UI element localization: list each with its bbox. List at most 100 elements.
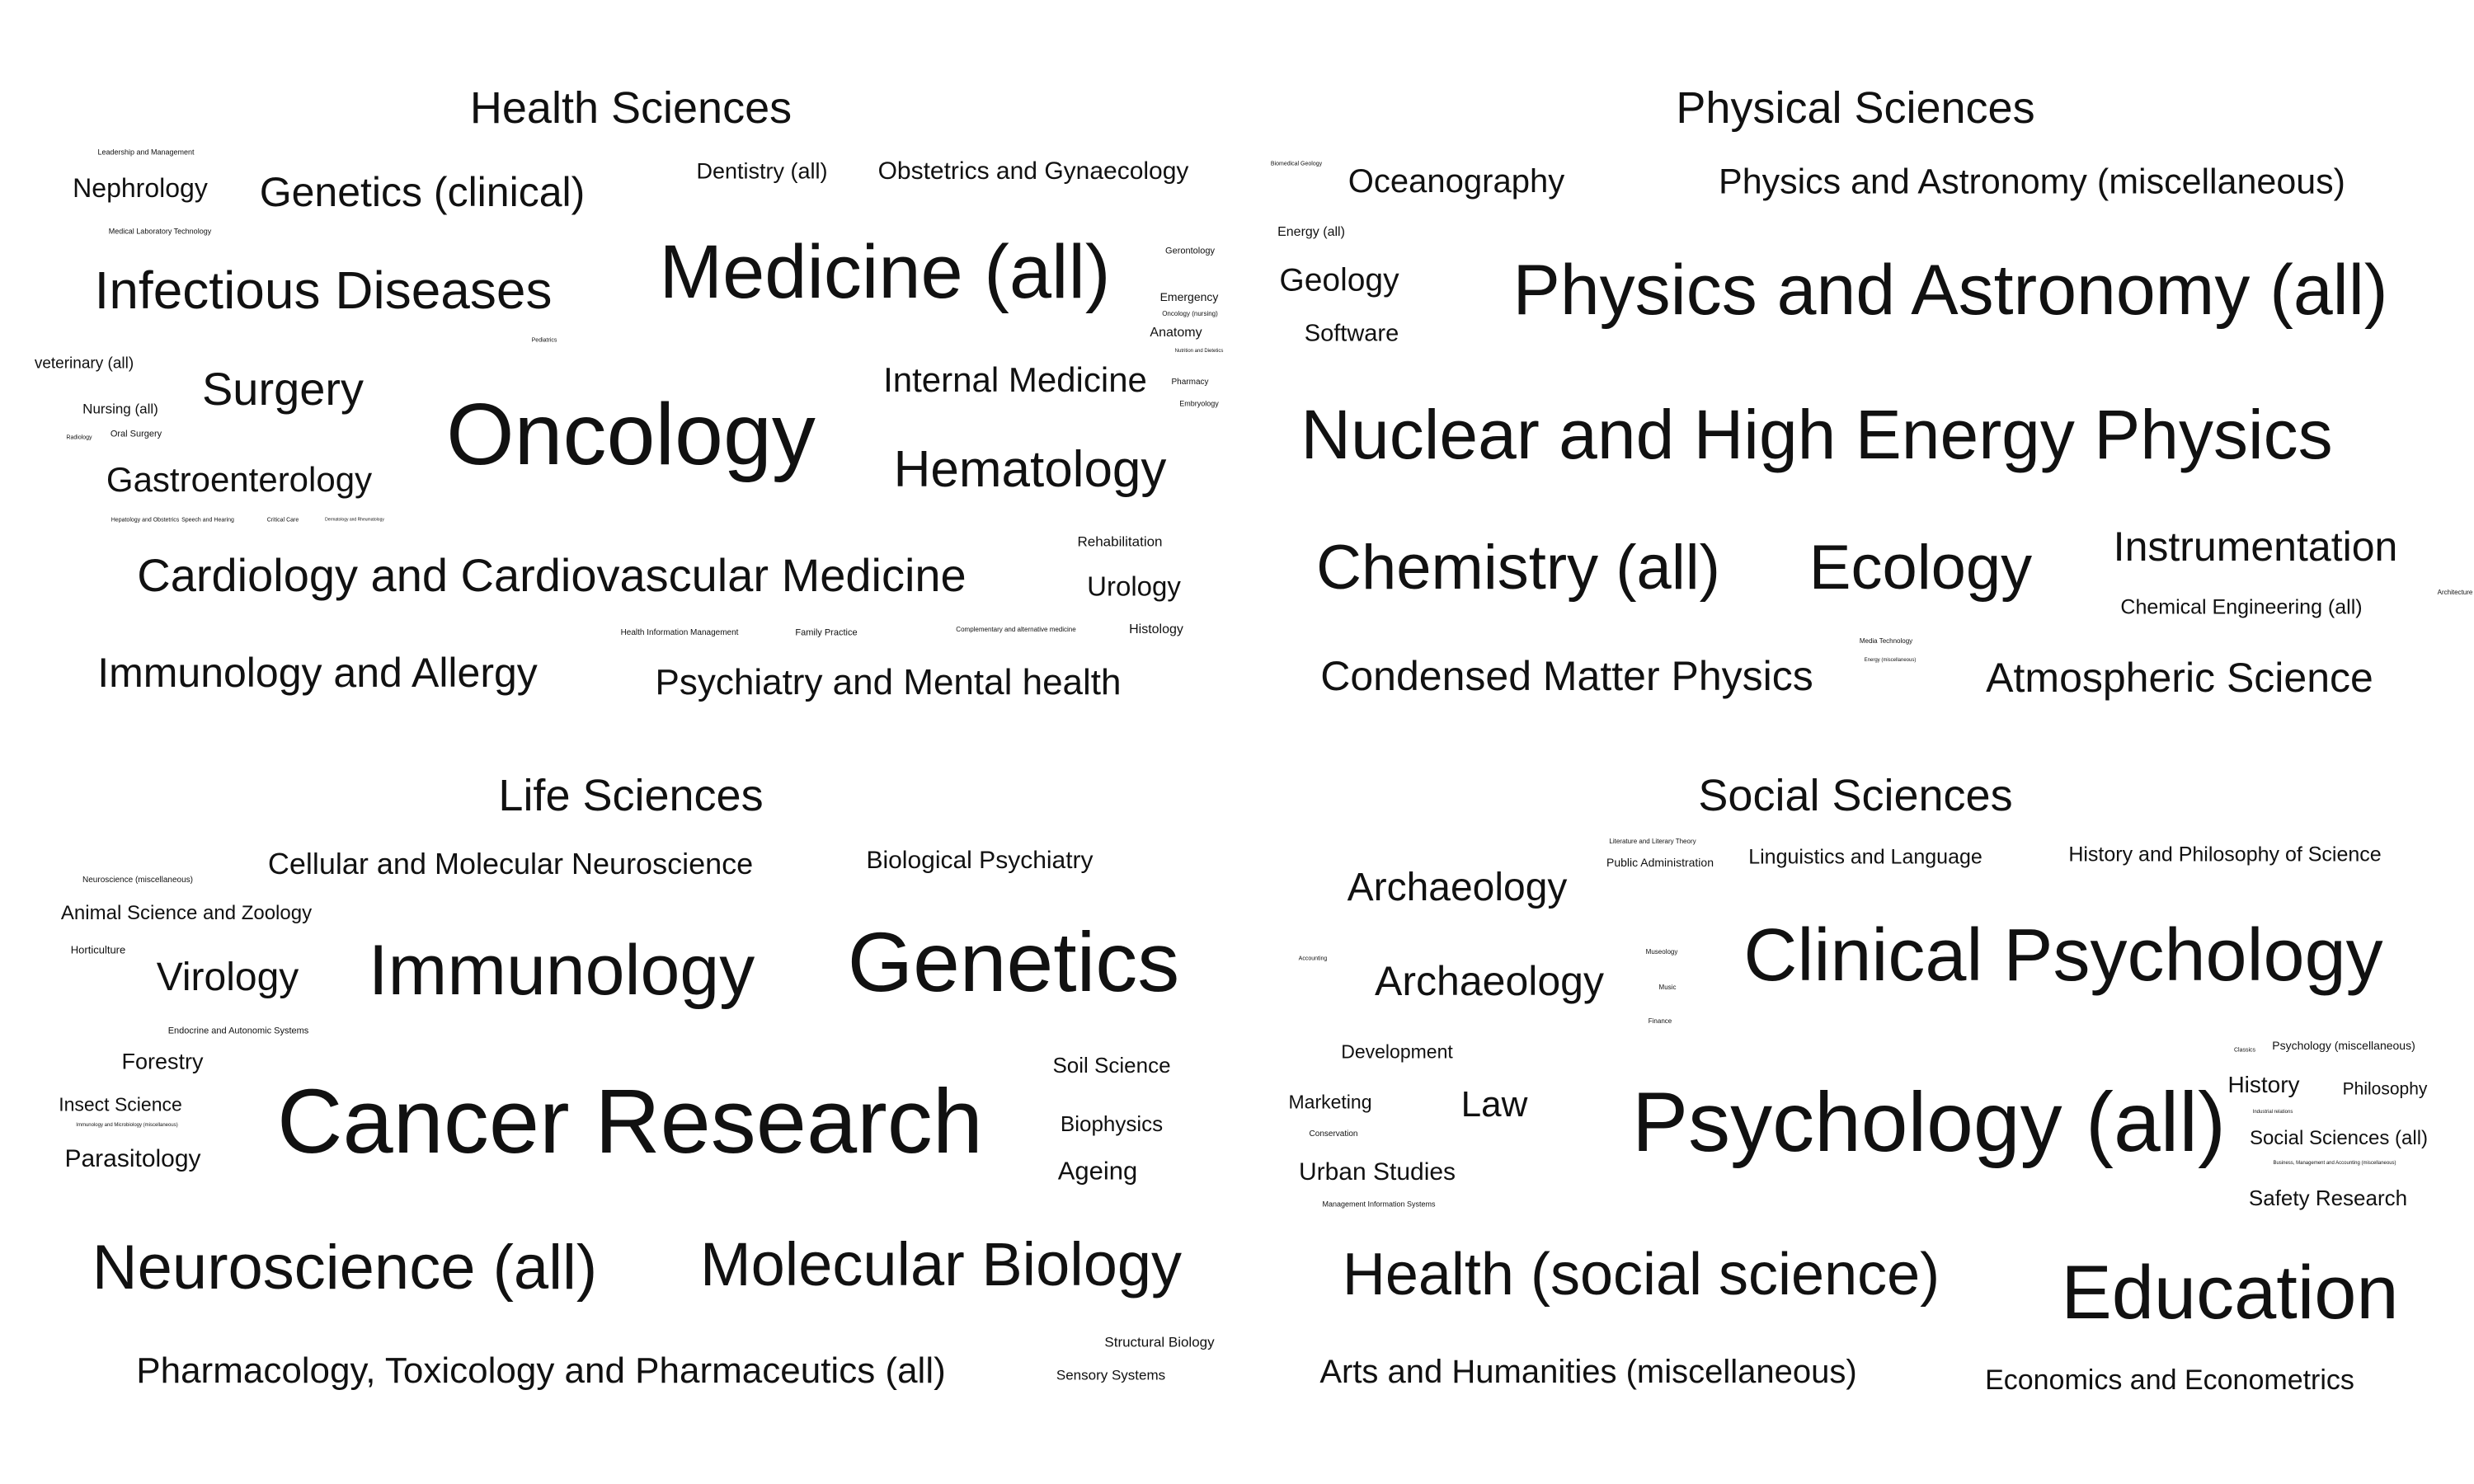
word: Museology: [1645, 948, 1678, 956]
word: Histology: [1129, 622, 1183, 636]
word: Architecture: [2437, 589, 2473, 596]
word: Soil Science: [1052, 1053, 1171, 1078]
word: Embryology: [1179, 399, 1219, 408]
word: Oncology: [446, 386, 816, 483]
word: Neuroscience (all): [92, 1233, 598, 1303]
word: Immunology and Microbiology (miscellaneo…: [76, 1123, 178, 1128]
word: Software: [1304, 320, 1399, 347]
word: Ecology: [1808, 533, 2033, 603]
panel-life-sciences: Life Sciences Cellular and Molecular Neu…: [0, 742, 1237, 1484]
word: Parasitology: [64, 1145, 201, 1172]
word: Development: [1341, 1040, 1453, 1063]
word: Insect Science: [59, 1093, 182, 1115]
word: Health Information Management: [620, 628, 739, 637]
word: Dermatology and Rheumatology: [325, 517, 384, 523]
panel-title: Social Sciences: [1698, 771, 2013, 820]
word: Internal Medicine: [883, 360, 1147, 399]
word: Cancer Research: [277, 1071, 983, 1172]
word: Pediatrics: [531, 337, 557, 344]
word: Gastroenterology: [106, 460, 373, 499]
word: Physics and Astronomy (miscellaneous): [1719, 162, 2345, 202]
word: Endocrine and Autonomic Systems: [167, 1026, 309, 1036]
word: Media Technology: [1859, 637, 1913, 645]
word: Chemistry (all): [1316, 533, 1720, 603]
word: Immunology: [368, 931, 755, 1010]
word: Atmospheric Science: [1986, 655, 2373, 701]
word: Safety Research: [2248, 1186, 2408, 1210]
panel-title: Physical Sciences: [1676, 83, 2035, 133]
word: Instrumentation: [2113, 524, 2398, 570]
word: Oral Surgery: [110, 429, 162, 439]
word: Gerontology: [1165, 246, 1215, 256]
word: Conservation: [1309, 1129, 1358, 1139]
word: Genetics (clinical): [259, 169, 586, 215]
word: Classics: [2233, 1047, 2256, 1054]
word: Nephrology: [73, 173, 208, 203]
word: Accounting: [1298, 956, 1328, 962]
word: Energy (all): [1277, 225, 1345, 239]
word: Management Information Systems: [1322, 1200, 1436, 1209]
word: Obstetrics and Gynaecology: [877, 157, 1189, 185]
word: Public Administration: [1606, 856, 1714, 869]
word: Biophysics: [1060, 1111, 1164, 1136]
word: Condensed Matter Physics: [1320, 653, 1813, 699]
word: Rehabilitation: [1077, 533, 1163, 550]
word: Critical Care: [266, 517, 299, 524]
word: Business, Management and Accounting (mis…: [2273, 1161, 2396, 1166]
word: Complementary and alternative medicine: [956, 626, 1076, 633]
word: Finance: [1648, 1017, 1672, 1025]
word: Psychology (miscellaneous): [2272, 1039, 2415, 1052]
word: Clinical Psychology: [1743, 914, 2383, 997]
word: Medicine (all): [659, 230, 1111, 314]
word: Music: [1658, 984, 1677, 991]
word: Medical Laboratory Technology: [108, 227, 212, 236]
word: Biomedical Geology: [1270, 161, 1323, 167]
word: Animal Science and Zoology: [60, 902, 313, 924]
word: Ageing: [1057, 1156, 1138, 1186]
word: Nursing (all): [82, 401, 158, 417]
word: Horticulture: [70, 943, 126, 956]
word: Sensory Systems: [1056, 1367, 1166, 1383]
word: Oceanography: [1348, 163, 1565, 200]
word: Philosophy: [2342, 1079, 2428, 1099]
word: Immunology and Allergy: [97, 650, 538, 696]
word: Archaeology: [1347, 866, 1568, 909]
panel-title: Health Sciences: [469, 83, 793, 133]
word: Energy (miscellaneous): [1864, 658, 1917, 663]
word: Family Practice: [795, 627, 858, 638]
word: Geology: [1279, 262, 1399, 298]
word: Speech and Hearing: [181, 517, 234, 524]
word: Marketing: [1288, 1091, 1372, 1113]
word: Law: [1460, 1084, 1528, 1125]
word: Surgery: [201, 363, 365, 415]
word: Arts and Humanities (miscellaneous): [1319, 1354, 1857, 1390]
word: Psychiatry and Mental health: [655, 662, 1122, 702]
word: Industrial relations: [2252, 1110, 2293, 1115]
word: Virology: [156, 956, 299, 999]
word: History: [2227, 1072, 2300, 1097]
word: Neuroscience (miscellaneous): [82, 876, 193, 885]
word: Chemical Engineering (all): [2120, 595, 2363, 619]
word: Cardiology and Cardiovascular Medicine: [137, 549, 967, 601]
word: Emergency: [1159, 290, 1219, 303]
word: Hematology: [893, 441, 1167, 498]
word: Structural Biology: [1104, 1334, 1215, 1350]
word: Nuclear and High Energy Physics: [1300, 396, 2333, 473]
panel-physical-sciences: Physical Sciences Biomedical Geology Oce…: [1237, 0, 2474, 742]
panel-social-sciences: Social Sciences Literature and Literary …: [1237, 742, 2474, 1484]
word: Infectious Diseases: [94, 261, 553, 320]
word: Forestry: [121, 1049, 204, 1074]
word: History and Philosophy of Science: [2068, 843, 2382, 866]
word: Pharmacy: [1171, 378, 1209, 387]
word: Health (social science): [1342, 1242, 1940, 1308]
word: Radiology: [66, 434, 92, 441]
word: Nutrition and Dietetics: [1174, 349, 1224, 354]
word: Physics and Astronomy (all): [1512, 251, 2388, 330]
word: Urology: [1087, 571, 1181, 602]
word: Anatomy: [1150, 326, 1202, 340]
word: Social Sciences (all): [2249, 1127, 2429, 1149]
word: Leadership and Management: [97, 148, 195, 157]
word: Molecular Biology: [699, 1230, 1183, 1298]
word: Linguistics and Language: [1748, 845, 1982, 869]
